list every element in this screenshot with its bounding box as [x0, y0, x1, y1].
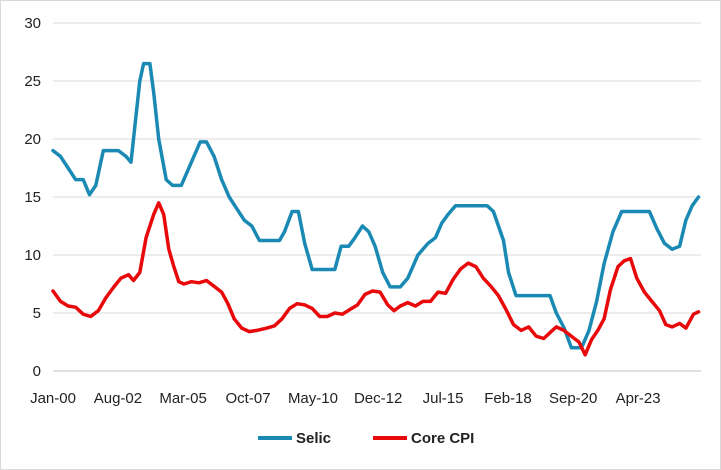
legend-label: Core CPI: [411, 430, 474, 447]
x-tick-label: Feb-18: [484, 390, 532, 407]
x-tick-label: Aug-02: [94, 390, 142, 407]
y-tick-label: 25: [24, 73, 41, 90]
x-tick-label: May-10: [288, 390, 338, 407]
y-tick-label: 0: [33, 363, 41, 380]
series-lines: [51, 61, 701, 357]
x-tick-label: Jan-00: [30, 390, 76, 407]
x-tick-label: Jul-15: [423, 390, 464, 407]
y-tick-label: 20: [24, 131, 41, 148]
y-axis-tick-labels: 0 5 10 15 20 25 30: [24, 15, 41, 380]
series-line-selic: [51, 61, 701, 350]
legend-label: Selic: [296, 430, 331, 447]
y-tick-label: 15: [24, 189, 41, 206]
y-tick-label: 5: [33, 305, 41, 322]
x-tick-label: Dec-12: [354, 390, 402, 407]
x-tick-label: Oct-07: [226, 390, 271, 407]
x-tick-label: Sep-20: [549, 390, 597, 407]
series-line-core-cpi: [51, 201, 701, 357]
y-tick-label: 30: [24, 15, 41, 32]
x-tick-label: Apr-23: [616, 390, 661, 407]
x-tick-label: Mar-05: [159, 390, 207, 407]
legend: Selic Core CPI: [258, 430, 474, 447]
y-tick-label: 10: [24, 247, 41, 264]
x-axis-tick-labels: Jan-00 Aug-02 Mar-05 Oct-07 May-10 Dec-12 Jul-…: [30, 390, 661, 407]
